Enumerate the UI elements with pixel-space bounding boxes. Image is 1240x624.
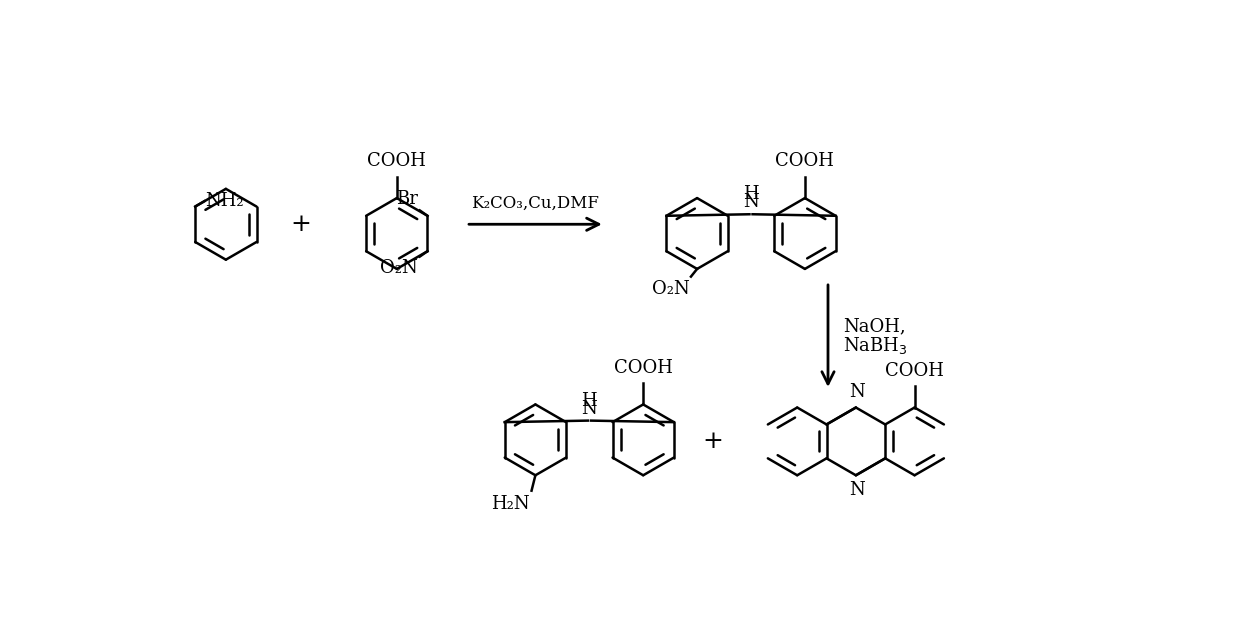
Text: COOH: COOH <box>885 362 944 380</box>
Text: NaOH,: NaOH, <box>843 318 906 336</box>
Text: N: N <box>743 193 759 211</box>
Text: +: + <box>290 213 311 236</box>
Text: N: N <box>849 482 866 499</box>
Text: Br: Br <box>397 190 418 208</box>
Text: H: H <box>743 185 759 203</box>
Text: H₂N: H₂N <box>491 495 529 514</box>
Text: NH₂: NH₂ <box>205 192 244 210</box>
Text: NaBH$_3$: NaBH$_3$ <box>843 334 908 356</box>
Text: COOH: COOH <box>367 152 427 170</box>
Text: COOH: COOH <box>614 359 672 377</box>
Text: H: H <box>582 392 598 410</box>
Text: O₂N: O₂N <box>381 259 418 277</box>
Text: O₂N: O₂N <box>652 280 689 298</box>
Text: +: + <box>702 430 723 453</box>
Text: COOH: COOH <box>775 152 835 170</box>
Text: N: N <box>582 399 598 417</box>
Text: N: N <box>849 383 866 401</box>
Text: K₂CO₃,Cu,DMF: K₂CO₃,Cu,DMF <box>471 195 599 212</box>
